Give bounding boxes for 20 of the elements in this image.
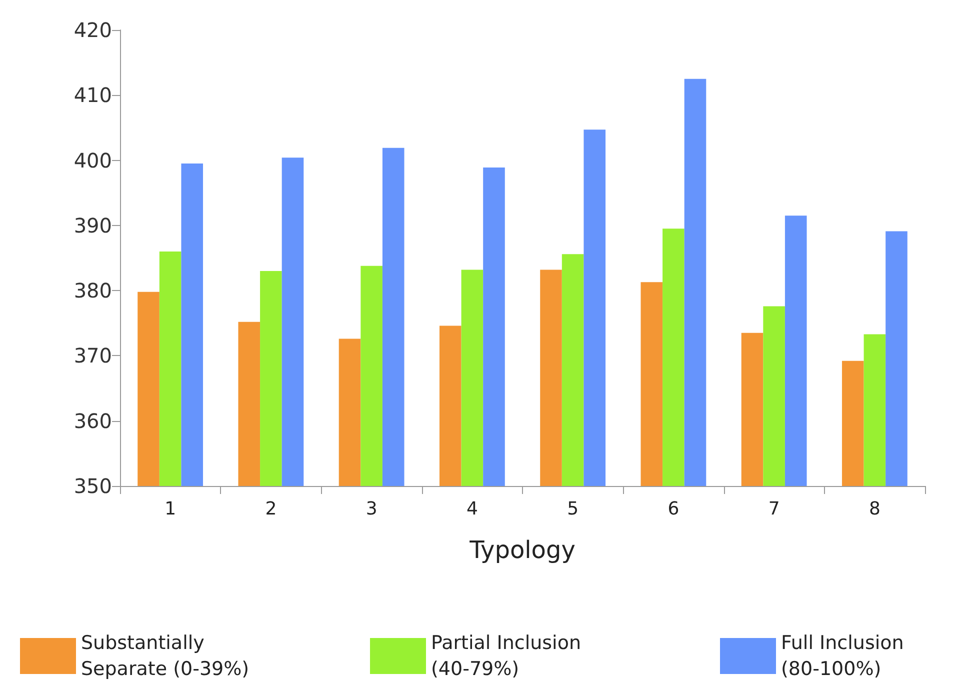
x-tick-label: 2	[265, 498, 277, 520]
x-tick-label: 3	[366, 498, 378, 520]
y-tick-label: 370	[74, 344, 112, 368]
x-tick-label: 1	[164, 498, 176, 520]
y-tick-label: 420	[74, 18, 112, 42]
x-tick-label: 7	[768, 498, 780, 520]
legend-label: Full Inclusion (80-100%)	[781, 632, 910, 680]
x-tick-label: 5	[567, 498, 579, 520]
legend-label: Partial Inclusion (40-79%)	[431, 632, 588, 680]
y-tick-label: 410	[74, 83, 112, 108]
x-tick-label: 4	[466, 498, 478, 520]
y-tick-label: 400	[74, 148, 112, 172]
y-tick-label: 380	[74, 278, 112, 303]
x-tick-label: 6	[668, 498, 680, 520]
y-tick-label: 390	[74, 213, 112, 238]
x-axis-title: Typology	[468, 536, 576, 564]
legend-label: Substantially Separate (0-39%)	[81, 632, 250, 680]
y-tick-label: 350	[74, 474, 112, 498]
y-tick-label: 360	[74, 408, 112, 433]
x-tick-label: 8	[868, 498, 880, 520]
